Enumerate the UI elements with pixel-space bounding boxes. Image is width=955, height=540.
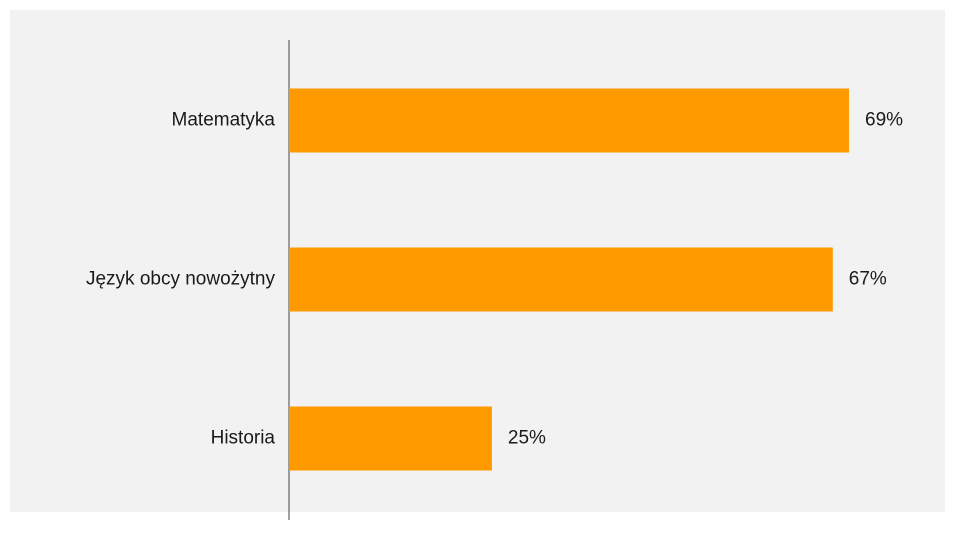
bar [289,88,850,153]
bar [289,247,833,312]
category-label: Język obcy nowożytny [86,269,276,290]
category-label: Matematyka [172,110,276,131]
value-label: 25% [508,428,546,449]
category-label: Historia [211,428,276,449]
value-label: 67% [849,269,887,290]
bar [289,406,492,471]
value-label: 69% [865,110,903,131]
